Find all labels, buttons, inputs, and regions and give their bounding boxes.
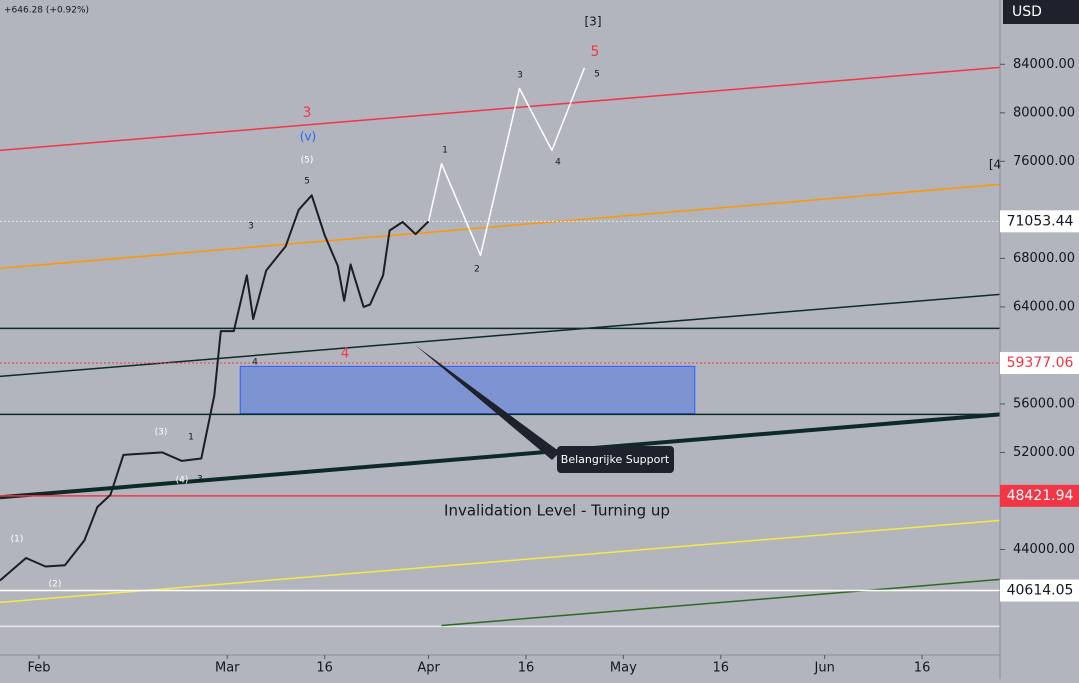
callout-arrow	[415, 345, 560, 460]
annotation: 3	[197, 475, 203, 485]
trend-line	[0, 66, 1001, 152]
x-tick-label: Mar	[215, 661, 240, 676]
currency-box	[1003, 0, 1079, 24]
x-tick-label: 16	[518, 661, 535, 676]
trend-line	[441, 578, 1001, 627]
annotation: (v)	[300, 130, 316, 144]
y-tick-label: 76000.00	[1013, 154, 1075, 169]
y-tick-label: 84000.00	[1013, 57, 1075, 72]
annotation: 4	[252, 358, 258, 368]
x-tick-label: 16	[914, 661, 931, 676]
annotation: (3)	[155, 428, 168, 438]
price-label: 48421.94	[1007, 488, 1074, 504]
x-tick-label: Apr	[417, 661, 440, 676]
price-label-box	[1000, 210, 1079, 233]
price-label-box	[1000, 351, 1079, 374]
annotation: Invalidation Level - Turning up	[444, 502, 670, 520]
annotation: (4)	[176, 476, 189, 486]
price-label: 59377.06	[1007, 355, 1074, 371]
currency: USD	[1012, 4, 1042, 20]
annotation: [3]	[585, 15, 602, 29]
trend-line	[0, 412, 1001, 500]
price-label: 40614.05	[1007, 583, 1074, 599]
annotation: (1)	[11, 535, 24, 545]
y-tick-label: 68000.00	[1013, 251, 1075, 266]
y-tick-label: 44000.00	[1013, 542, 1075, 557]
support-zone	[239, 365, 696, 415]
plot-area	[0, 66, 1001, 628]
trend-line	[0, 183, 1001, 270]
price-label: 71053.44	[1007, 213, 1074, 229]
x-tick-label: 16	[713, 661, 730, 676]
annotation: (2)	[49, 580, 62, 590]
price-label-box	[1000, 484, 1079, 507]
y-tick-label: 64000.00	[1013, 299, 1075, 314]
price-series	[427, 67, 586, 257]
annotation: 5	[594, 70, 600, 80]
annotation: 5	[591, 44, 600, 60]
annotation: 3	[303, 105, 312, 121]
annotation: 4	[555, 158, 561, 168]
annotation: 2	[474, 265, 480, 275]
x-tick-label: May	[610, 661, 637, 676]
price-series	[0, 194, 430, 582]
annotation: 1	[442, 146, 448, 156]
x-tick-label: 16	[316, 661, 333, 676]
annotation: 1	[188, 433, 194, 443]
y-tick-label: 52000.00	[1013, 445, 1075, 460]
annotation: 4	[341, 347, 349, 362]
trend-line	[0, 293, 1001, 378]
price-label-box	[1000, 579, 1079, 602]
annotation: 3	[248, 222, 254, 232]
annotation: 3	[517, 71, 523, 81]
callout-box	[557, 446, 674, 473]
y-tick-label: 80000.00	[1013, 105, 1075, 120]
header-change: +646.28 (+0.92%)	[4, 6, 89, 16]
annotation: 5	[304, 177, 310, 187]
y-tick-label: 56000.00	[1013, 396, 1075, 411]
trend-line	[0, 519, 1001, 604]
x-tick-label: Feb	[27, 661, 50, 676]
callout-text: Belangrijke Support	[561, 453, 670, 466]
annotation: [4	[989, 158, 1001, 172]
x-tick-label: Jun	[814, 661, 835, 676]
annotation: (5)	[301, 156, 314, 166]
